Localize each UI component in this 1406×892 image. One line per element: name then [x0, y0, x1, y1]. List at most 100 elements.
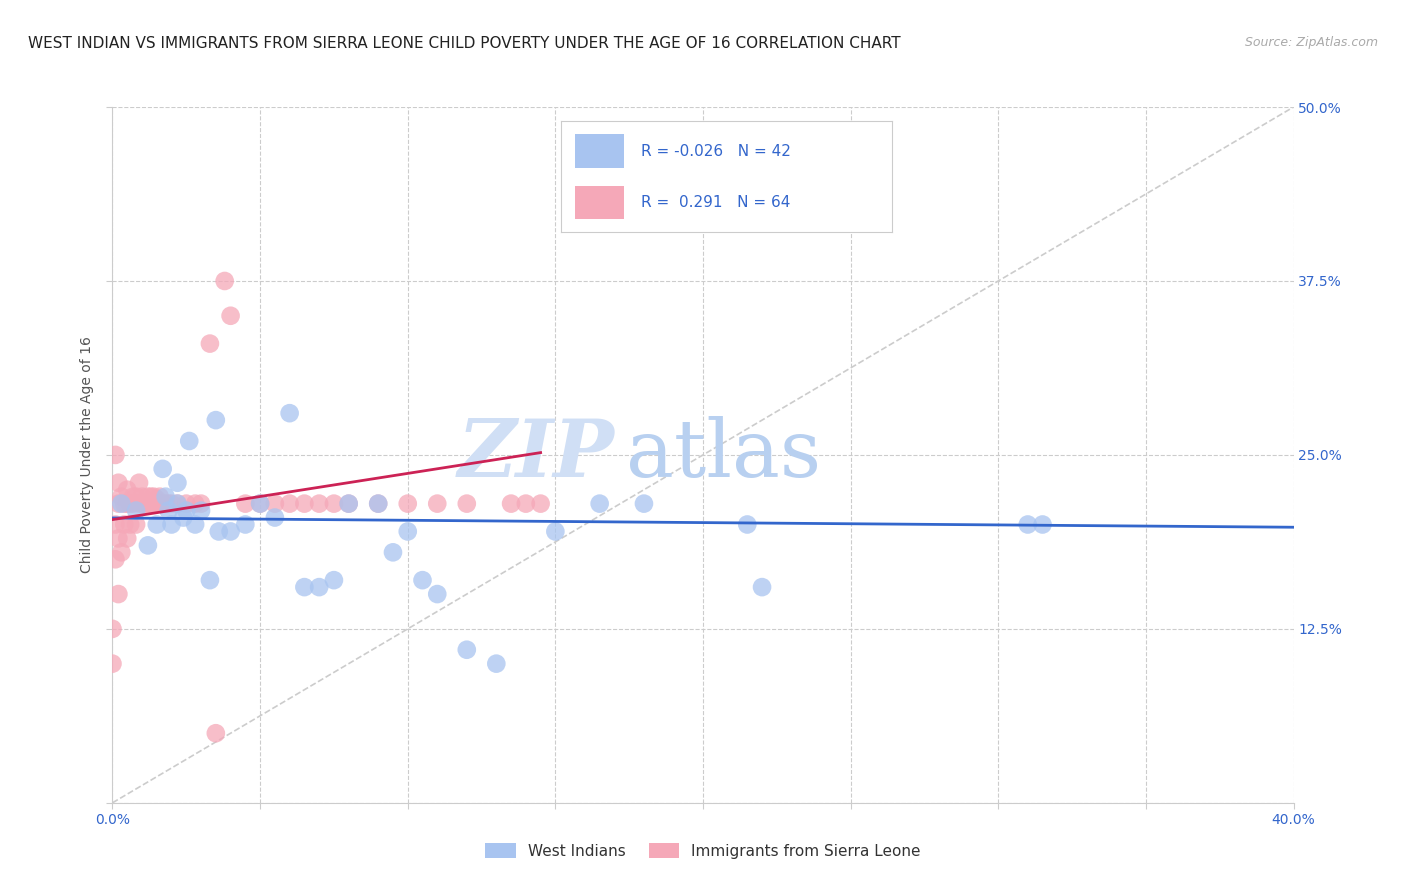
Point	[122, 497, 145, 511]
Point	[139, 497, 162, 511]
Point	[456, 497, 478, 511]
Point	[117, 483, 138, 497]
Point	[308, 580, 330, 594]
Point	[136, 538, 159, 552]
Point	[104, 448, 127, 462]
Point	[131, 490, 153, 504]
Point	[278, 497, 301, 511]
Text: WEST INDIAN VS IMMIGRANTS FROM SIERRA LEONE CHILD POVERTY UNDER THE AGE OF 16 CO: WEST INDIAN VS IMMIGRANTS FROM SIERRA LE…	[28, 36, 901, 51]
Y-axis label: Child Poverty Under the Age of 16: Child Poverty Under the Age of 16	[80, 336, 94, 574]
Point	[110, 545, 132, 559]
Point	[107, 475, 129, 490]
Point	[208, 524, 231, 539]
Point	[278, 406, 301, 420]
Point	[323, 497, 346, 511]
Point	[190, 503, 212, 517]
Point	[426, 587, 449, 601]
Point	[142, 490, 165, 504]
Point	[149, 497, 172, 511]
Point	[751, 580, 773, 594]
Point	[205, 413, 228, 427]
Point	[112, 497, 135, 511]
Point	[142, 497, 165, 511]
Point	[308, 497, 330, 511]
Point	[233, 517, 256, 532]
Point	[249, 497, 271, 511]
Point	[337, 497, 360, 511]
Point	[149, 490, 172, 504]
Point	[411, 573, 433, 587]
Point	[198, 573, 221, 587]
Point	[737, 517, 759, 532]
Point	[155, 490, 177, 504]
Point	[160, 517, 183, 532]
Point	[139, 490, 162, 504]
Point	[110, 497, 132, 511]
Point	[544, 524, 567, 539]
Point	[166, 497, 188, 511]
Point	[166, 497, 188, 511]
Point	[174, 497, 197, 511]
Point	[1017, 517, 1039, 532]
Point	[219, 524, 242, 539]
Point	[104, 517, 127, 532]
Point	[152, 462, 174, 476]
Point	[367, 497, 389, 511]
Point	[157, 503, 180, 517]
Point	[104, 552, 127, 566]
Point	[426, 497, 449, 511]
Point	[146, 497, 169, 511]
Point	[120, 497, 142, 511]
Text: Source: ZipAtlas.com: Source: ZipAtlas.com	[1244, 36, 1378, 49]
Point	[122, 490, 145, 504]
Point	[396, 524, 419, 539]
Point	[117, 497, 138, 511]
Point	[198, 336, 221, 351]
Point	[184, 517, 207, 532]
Point	[184, 497, 207, 511]
Point	[337, 497, 360, 511]
Point	[146, 517, 169, 532]
Point	[125, 503, 148, 517]
Point	[367, 497, 389, 511]
Point	[179, 434, 201, 448]
Point	[692, 197, 714, 211]
Point	[107, 532, 129, 546]
Point	[190, 497, 212, 511]
Point	[134, 497, 156, 511]
Point	[382, 545, 405, 559]
Point	[107, 497, 129, 511]
Point	[125, 490, 148, 504]
Point	[264, 510, 287, 524]
Text: ZIP: ZIP	[457, 417, 614, 493]
Point	[396, 497, 419, 511]
Point	[292, 497, 315, 511]
Point	[146, 492, 169, 507]
Point	[588, 497, 610, 511]
Point	[125, 517, 148, 532]
Point	[292, 580, 315, 594]
Point	[501, 497, 523, 511]
Point	[107, 587, 129, 601]
Point	[101, 657, 124, 671]
Point	[172, 510, 194, 524]
Point	[160, 497, 183, 511]
Point	[249, 497, 271, 511]
Point	[120, 517, 142, 532]
Legend: West Indians, Immigrants from Sierra Leone: West Indians, Immigrants from Sierra Leo…	[479, 837, 927, 864]
Point	[233, 497, 256, 511]
Point	[529, 497, 551, 511]
Point	[323, 573, 346, 587]
Point	[1032, 517, 1054, 532]
Point	[264, 497, 287, 511]
Text: atlas: atlas	[626, 416, 821, 494]
Point	[110, 490, 132, 504]
Point	[515, 497, 537, 511]
Point	[633, 497, 655, 511]
Point	[136, 497, 159, 511]
Point	[456, 642, 478, 657]
Point	[174, 503, 197, 517]
Point	[219, 309, 242, 323]
Point	[112, 517, 135, 532]
Point	[128, 475, 150, 490]
